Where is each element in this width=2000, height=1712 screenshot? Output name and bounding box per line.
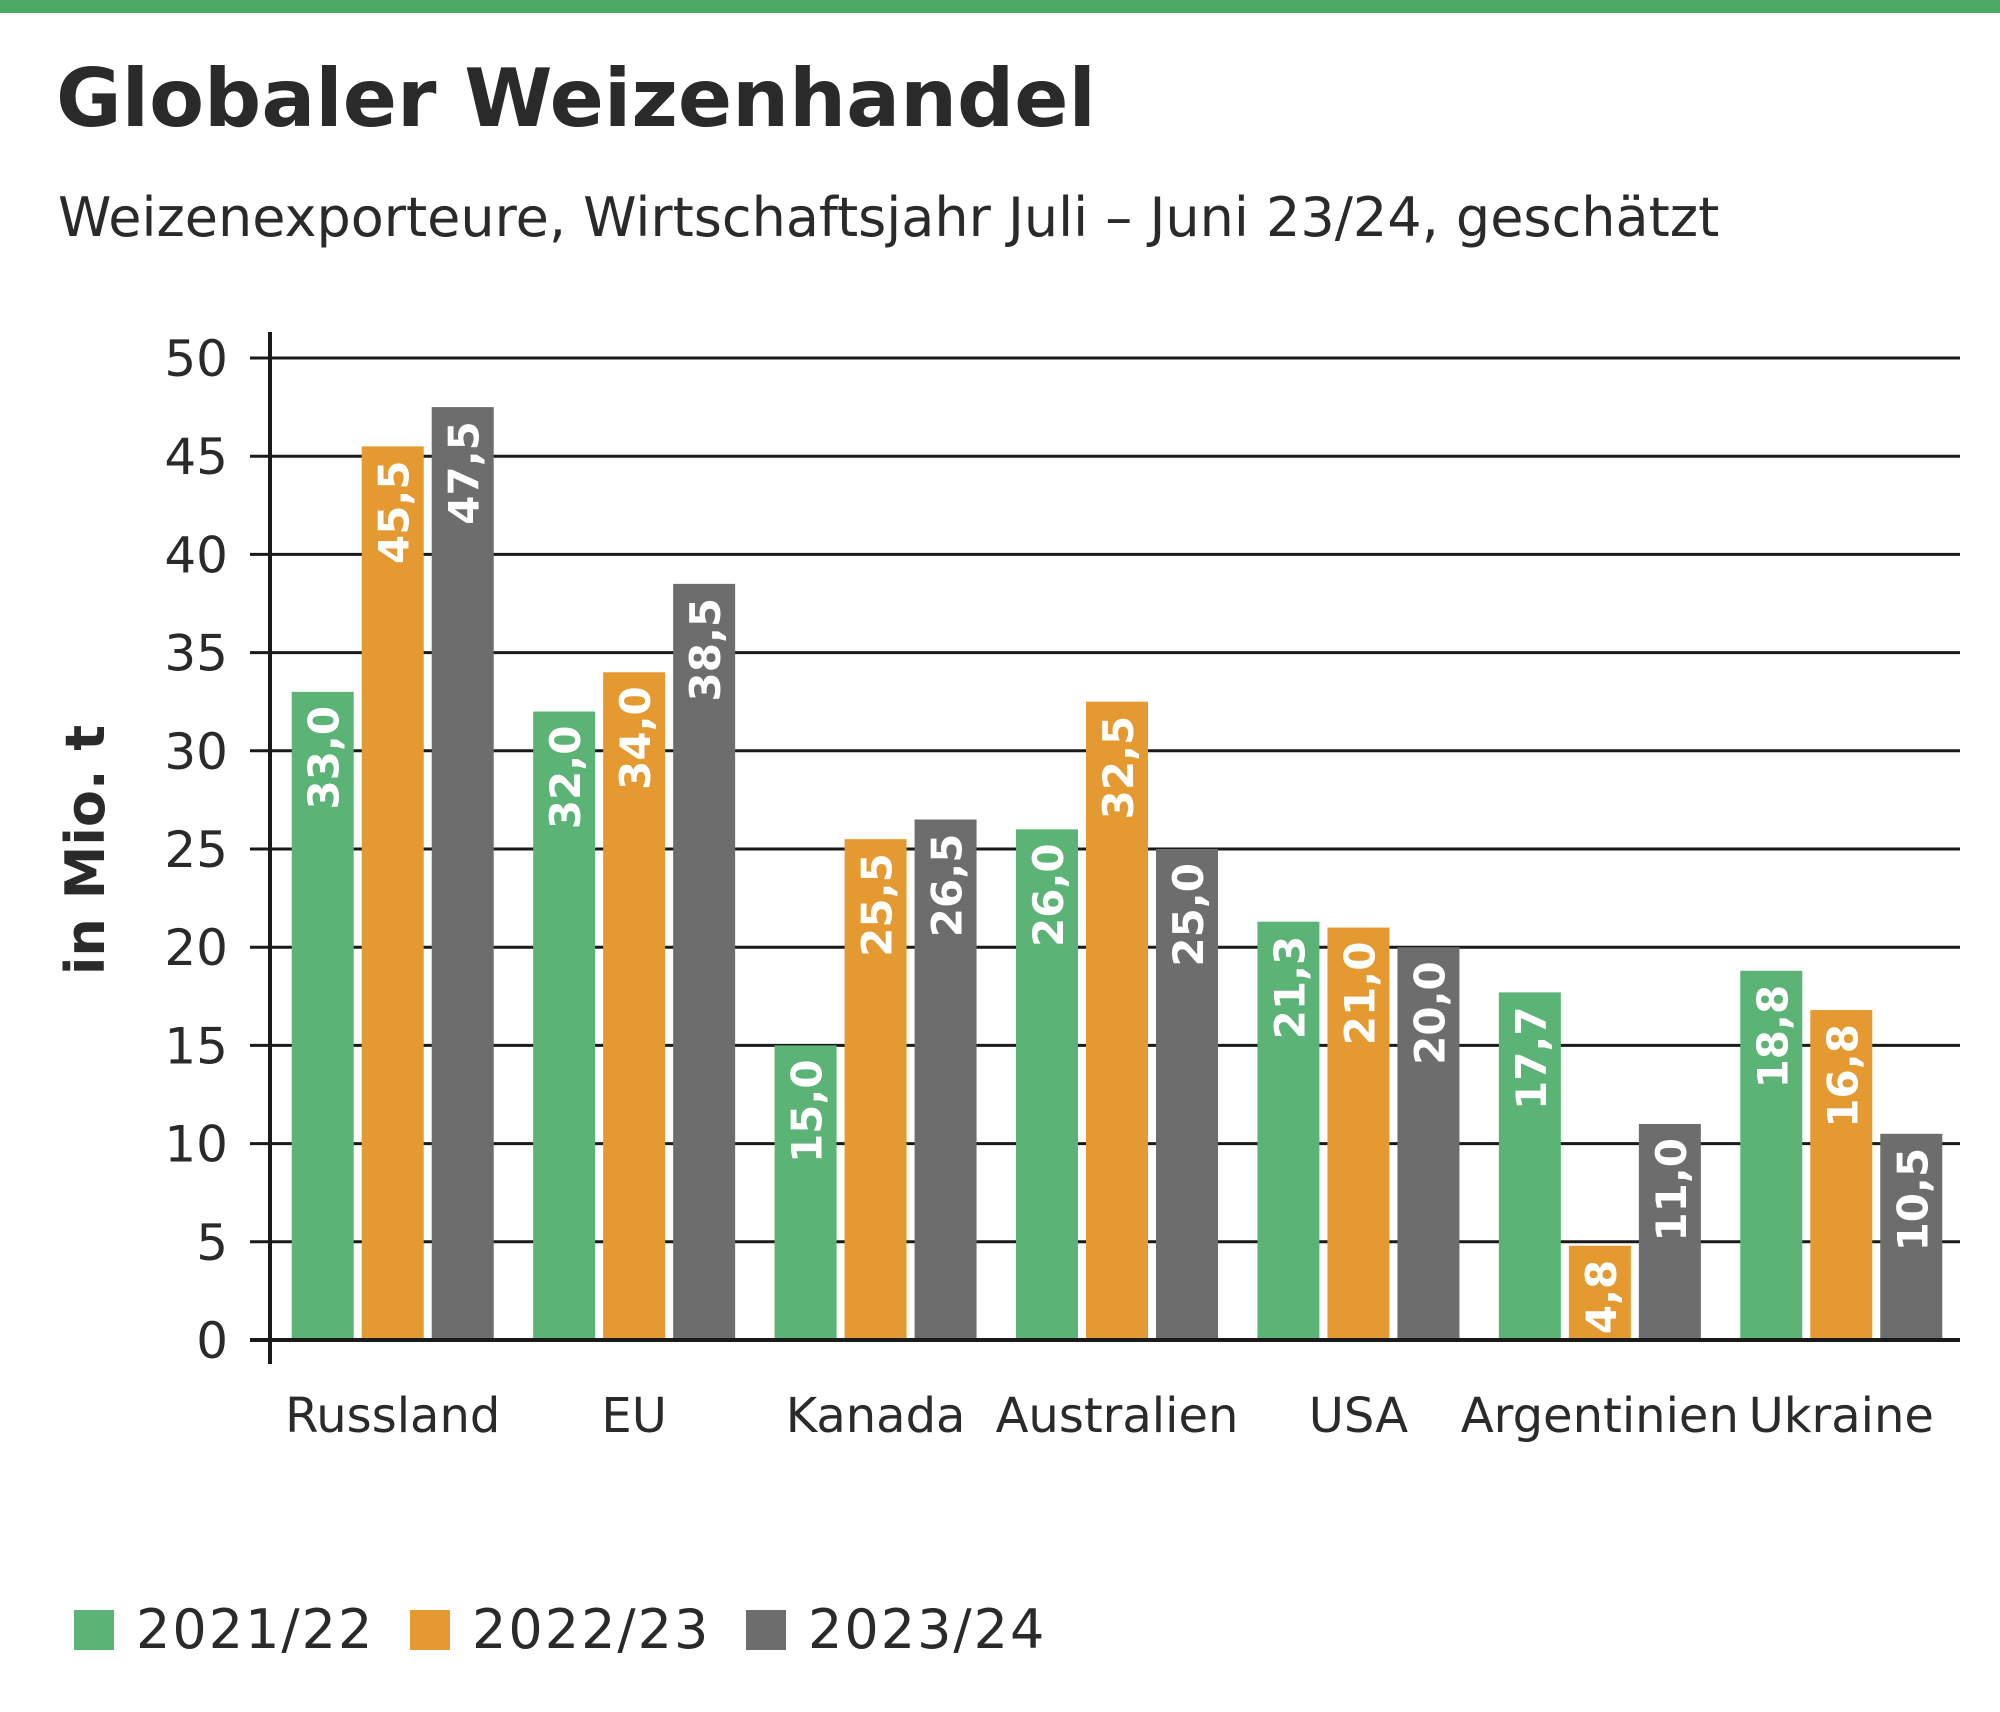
legend-label-2021-22: 2021/22 [136,1598,375,1661]
x-tick-label-ukraine: Ukraine [1749,1388,1934,1444]
top-accent-bar [0,0,2000,13]
data-label-australien-2022-23: 32,5 [1094,716,1143,820]
bar-kanada-2022-23 [844,839,907,1340]
x-tick-label-eu: EU [601,1388,666,1444]
y-tick-label-0: 0 [196,1312,228,1370]
y-tick-label-5: 5 [196,1214,228,1272]
bar-eu-2023-24 [673,583,736,1340]
bar-argentinien-2023-24 [1638,1123,1701,1340]
legend-label-2023-24: 2023/24 [808,1598,1047,1661]
data-label-usa-2021-22: 21,3 [1265,936,1314,1040]
data-label-ukraine-2023-24: 10,5 [1888,1148,1937,1252]
bar-eu-2021-22 [533,711,596,1340]
bar-usa-2022-23 [1327,927,1390,1340]
bar-kanada-2023-24 [914,819,977,1340]
bar-ukraine-2023-24 [1880,1133,1943,1340]
data-label-russland-2022-23: 45,5 [370,460,419,564]
y-tick-label-40: 40 [164,526,228,584]
legend-swatch-2023-24 [746,1610,786,1650]
data-label-russland-2023-24: 47,5 [440,421,489,525]
data-label-kanada-2023-24: 26,5 [923,834,972,938]
data-label-ukraine-2022-23: 16,8 [1818,1024,1867,1128]
data-label-argentinien-2021-22: 17,7 [1507,1006,1556,1110]
y-tick-label-45: 45 [164,428,228,486]
chart-title: Globaler Weizenhandel [56,52,1096,145]
bar-australien-2021-22 [1016,829,1078,1340]
y-tick-label-50: 50 [164,330,228,388]
x-tick-label-argentinien: Argentinien [1461,1388,1739,1444]
data-label-kanada-2021-22: 15,0 [783,1059,832,1163]
data-label-eu-2022-23: 34,0 [611,686,660,790]
data-label-australien-2023-24: 25,0 [1164,863,1213,967]
data-label-argentinien-2023-24: 11,0 [1647,1138,1696,1242]
y-tick-label-10: 10 [164,1116,228,1174]
data-label-australien-2021-22: 26,0 [1024,843,1073,947]
bar-argentinien-2022-23 [1568,1245,1631,1340]
y-tick-label-25: 25 [164,821,228,879]
bar-ukraine-2022-23 [1810,1010,1873,1340]
y-tick-label-35: 35 [164,625,228,683]
bar-russland-2021-22 [291,691,354,1340]
bar-usa-2023-24 [1397,947,1460,1340]
legend-label-2022-23: 2022/23 [472,1598,711,1661]
x-tick-label-russland: Russland [285,1388,500,1444]
legend-swatch-2021-22 [74,1610,114,1650]
bar-kanada-2021-22 [774,1045,837,1340]
x-tick-label-kanada: Kanada [786,1388,966,1444]
bar-russland-2022-23 [361,446,424,1340]
x-tick-label-australien: Australien [996,1388,1239,1444]
data-label-usa-2023-24: 20,0 [1405,961,1454,1065]
legend-swatch-2022-23 [410,1610,450,1650]
y-tick-label-15: 15 [164,1017,228,1075]
y-tick-label-20: 20 [164,919,228,977]
data-label-russland-2021-22: 33,0 [300,706,349,810]
x-tick-label-usa: USA [1309,1388,1408,1444]
chart-subtitle: Weizenexporteure, Wirtschaftsjahr Juli –… [58,186,1720,249]
data-label-ukraine-2021-22: 18,8 [1748,985,1797,1089]
bar-eu-2022-23 [603,672,666,1340]
data-label-eu-2021-22: 32,0 [541,726,590,830]
y-tick-label-30: 30 [164,723,228,781]
bar-australien-2023-24 [1156,849,1218,1340]
data-label-argentinien-2022-23: 4,8 [1577,1260,1626,1334]
bar-argentinien-2021-22 [1498,992,1561,1340]
bar-ukraine-2021-22 [1740,970,1803,1340]
y-axis-label: in Mio. t [54,725,117,975]
bar-australien-2022-23 [1086,701,1148,1340]
data-label-eu-2023-24: 38,5 [681,598,730,702]
data-label-kanada-2022-23: 25,5 [853,853,902,957]
data-label-usa-2022-23: 21,0 [1335,942,1384,1046]
bar-usa-2021-22 [1257,921,1320,1340]
bar-russland-2023-24 [431,407,494,1341]
